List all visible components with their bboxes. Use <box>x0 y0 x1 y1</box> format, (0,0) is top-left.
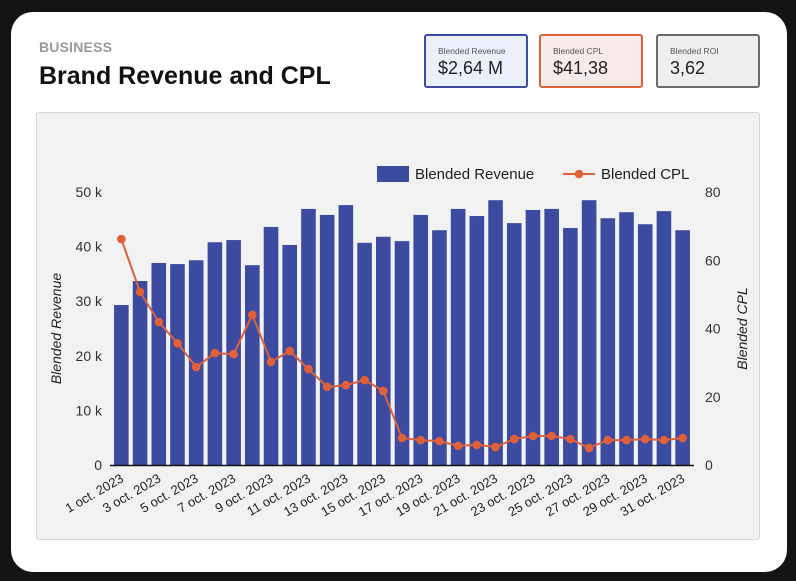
y2-tick-label: 40 <box>705 321 721 337</box>
combo-chart: Blended Revenue Blended CPL Blended Reve… <box>48 166 750 520</box>
bar <box>525 210 541 465</box>
kpi-value: $2,64 M <box>438 58 504 78</box>
cpl-point <box>266 357 276 367</box>
kpi-card-blended-revenue[interactable]: Blended Revenue $2,64 M <box>424 34 528 88</box>
cpl-point <box>509 434 519 444</box>
bar <box>563 228 578 465</box>
y2-tick-label: 0 <box>705 457 713 473</box>
cpl-point <box>229 349 238 359</box>
cpl-point <box>472 440 482 450</box>
y-axis-title-left: Blended Revenue <box>48 273 64 385</box>
cpl-point <box>322 382 332 392</box>
cpl-point <box>341 380 351 390</box>
bar <box>375 236 391 465</box>
bar <box>132 280 148 465</box>
cpl-point <box>285 346 295 356</box>
bar <box>170 264 185 465</box>
bar-series-revenue <box>114 200 690 465</box>
kpi-card-blended-cpl[interactable]: Blended CPL $41,38 <box>539 34 643 88</box>
page-title: Brand Revenue and CPL <box>39 62 331 90</box>
cpl-point <box>416 435 426 445</box>
legend-label-cpl: Blended CPL <box>601 166 689 183</box>
kpi-value: $41,38 <box>553 58 609 78</box>
cpl-point <box>135 287 145 297</box>
chart-container: Blended Revenue Blended CPL Blended Reve… <box>36 112 760 540</box>
cpl-point <box>378 386 388 396</box>
cpl-point <box>622 435 631 445</box>
y-tick-label: 40 k <box>76 239 103 255</box>
cpl-point <box>117 234 126 244</box>
cpl-point <box>453 441 463 451</box>
cpl-point <box>191 362 201 372</box>
line-series-cpl <box>117 234 687 453</box>
bar <box>357 242 372 465</box>
cpl-point <box>603 435 613 445</box>
cpl-point <box>304 364 313 374</box>
bar <box>151 262 167 465</box>
cpl-point <box>154 317 164 327</box>
y-tick-label: 10 k <box>76 402 103 418</box>
cpl-point <box>584 443 594 453</box>
cpl-point <box>173 338 182 348</box>
y2-tick-label: 20 <box>705 389 721 405</box>
kpi-value: 3,62 <box>670 58 706 78</box>
cpl-point <box>640 434 650 444</box>
cpl-point <box>360 375 369 385</box>
section-eyebrow: BUSINESS <box>39 39 113 55</box>
cpl-point <box>435 436 444 446</box>
bar <box>675 230 690 465</box>
bar <box>600 218 616 465</box>
bar <box>338 205 354 465</box>
cpl-point <box>528 431 538 441</box>
dashboard-card: BUSINESS Brand Revenue and CPL Blended R… <box>11 12 787 572</box>
cpl-point <box>397 433 407 443</box>
y-tick-label: 30 k <box>76 293 103 309</box>
bar <box>506 223 522 465</box>
bar <box>637 224 653 465</box>
kpi-label: Blended CPL <box>553 46 604 56</box>
bar <box>319 214 335 465</box>
bar <box>581 200 597 465</box>
legend-label-revenue: Blended Revenue <box>415 166 534 183</box>
legend-swatch-revenue <box>377 166 409 182</box>
y-axis-right: 0 20 40 60 80 <box>705 184 721 473</box>
kpi-label: Blended Revenue <box>438 46 506 56</box>
bar <box>488 200 503 465</box>
cpl-point <box>248 310 257 320</box>
y-tick-label: 50 k <box>76 184 103 200</box>
bar <box>245 265 260 465</box>
cpl-point <box>491 442 500 452</box>
y-axis-title-right: Blended CPL <box>734 287 750 370</box>
bar <box>394 241 410 465</box>
y-tick-label: 20 k <box>76 348 103 364</box>
y-axis-left: 0 10 k 20 k 30 k 40 k 50 k <box>76 184 103 473</box>
bar <box>469 216 485 465</box>
kpi-label: Blended ROI <box>670 46 719 56</box>
y-tick-label: 0 <box>94 457 102 473</box>
bar <box>432 230 447 465</box>
bar <box>656 211 672 465</box>
cpl-point <box>210 348 220 358</box>
legend-marker-cpl <box>574 169 584 179</box>
kpi-card-blended-roi[interactable]: Blended ROI 3,62 <box>656 34 760 88</box>
bar <box>114 305 129 465</box>
bar <box>413 214 429 465</box>
bar <box>450 208 466 465</box>
y2-tick-label: 60 <box>705 252 721 268</box>
bar <box>263 226 279 465</box>
bar <box>188 260 204 465</box>
bar <box>619 212 634 465</box>
cpl-point <box>547 431 556 441</box>
cpl-point <box>566 434 575 444</box>
bar <box>301 208 316 465</box>
cpl-point <box>678 433 687 443</box>
chart-legend[interactable]: Blended Revenue Blended CPL <box>377 166 689 183</box>
y2-tick-label: 80 <box>705 184 721 200</box>
bar <box>544 208 559 465</box>
cpl-point <box>659 435 669 445</box>
